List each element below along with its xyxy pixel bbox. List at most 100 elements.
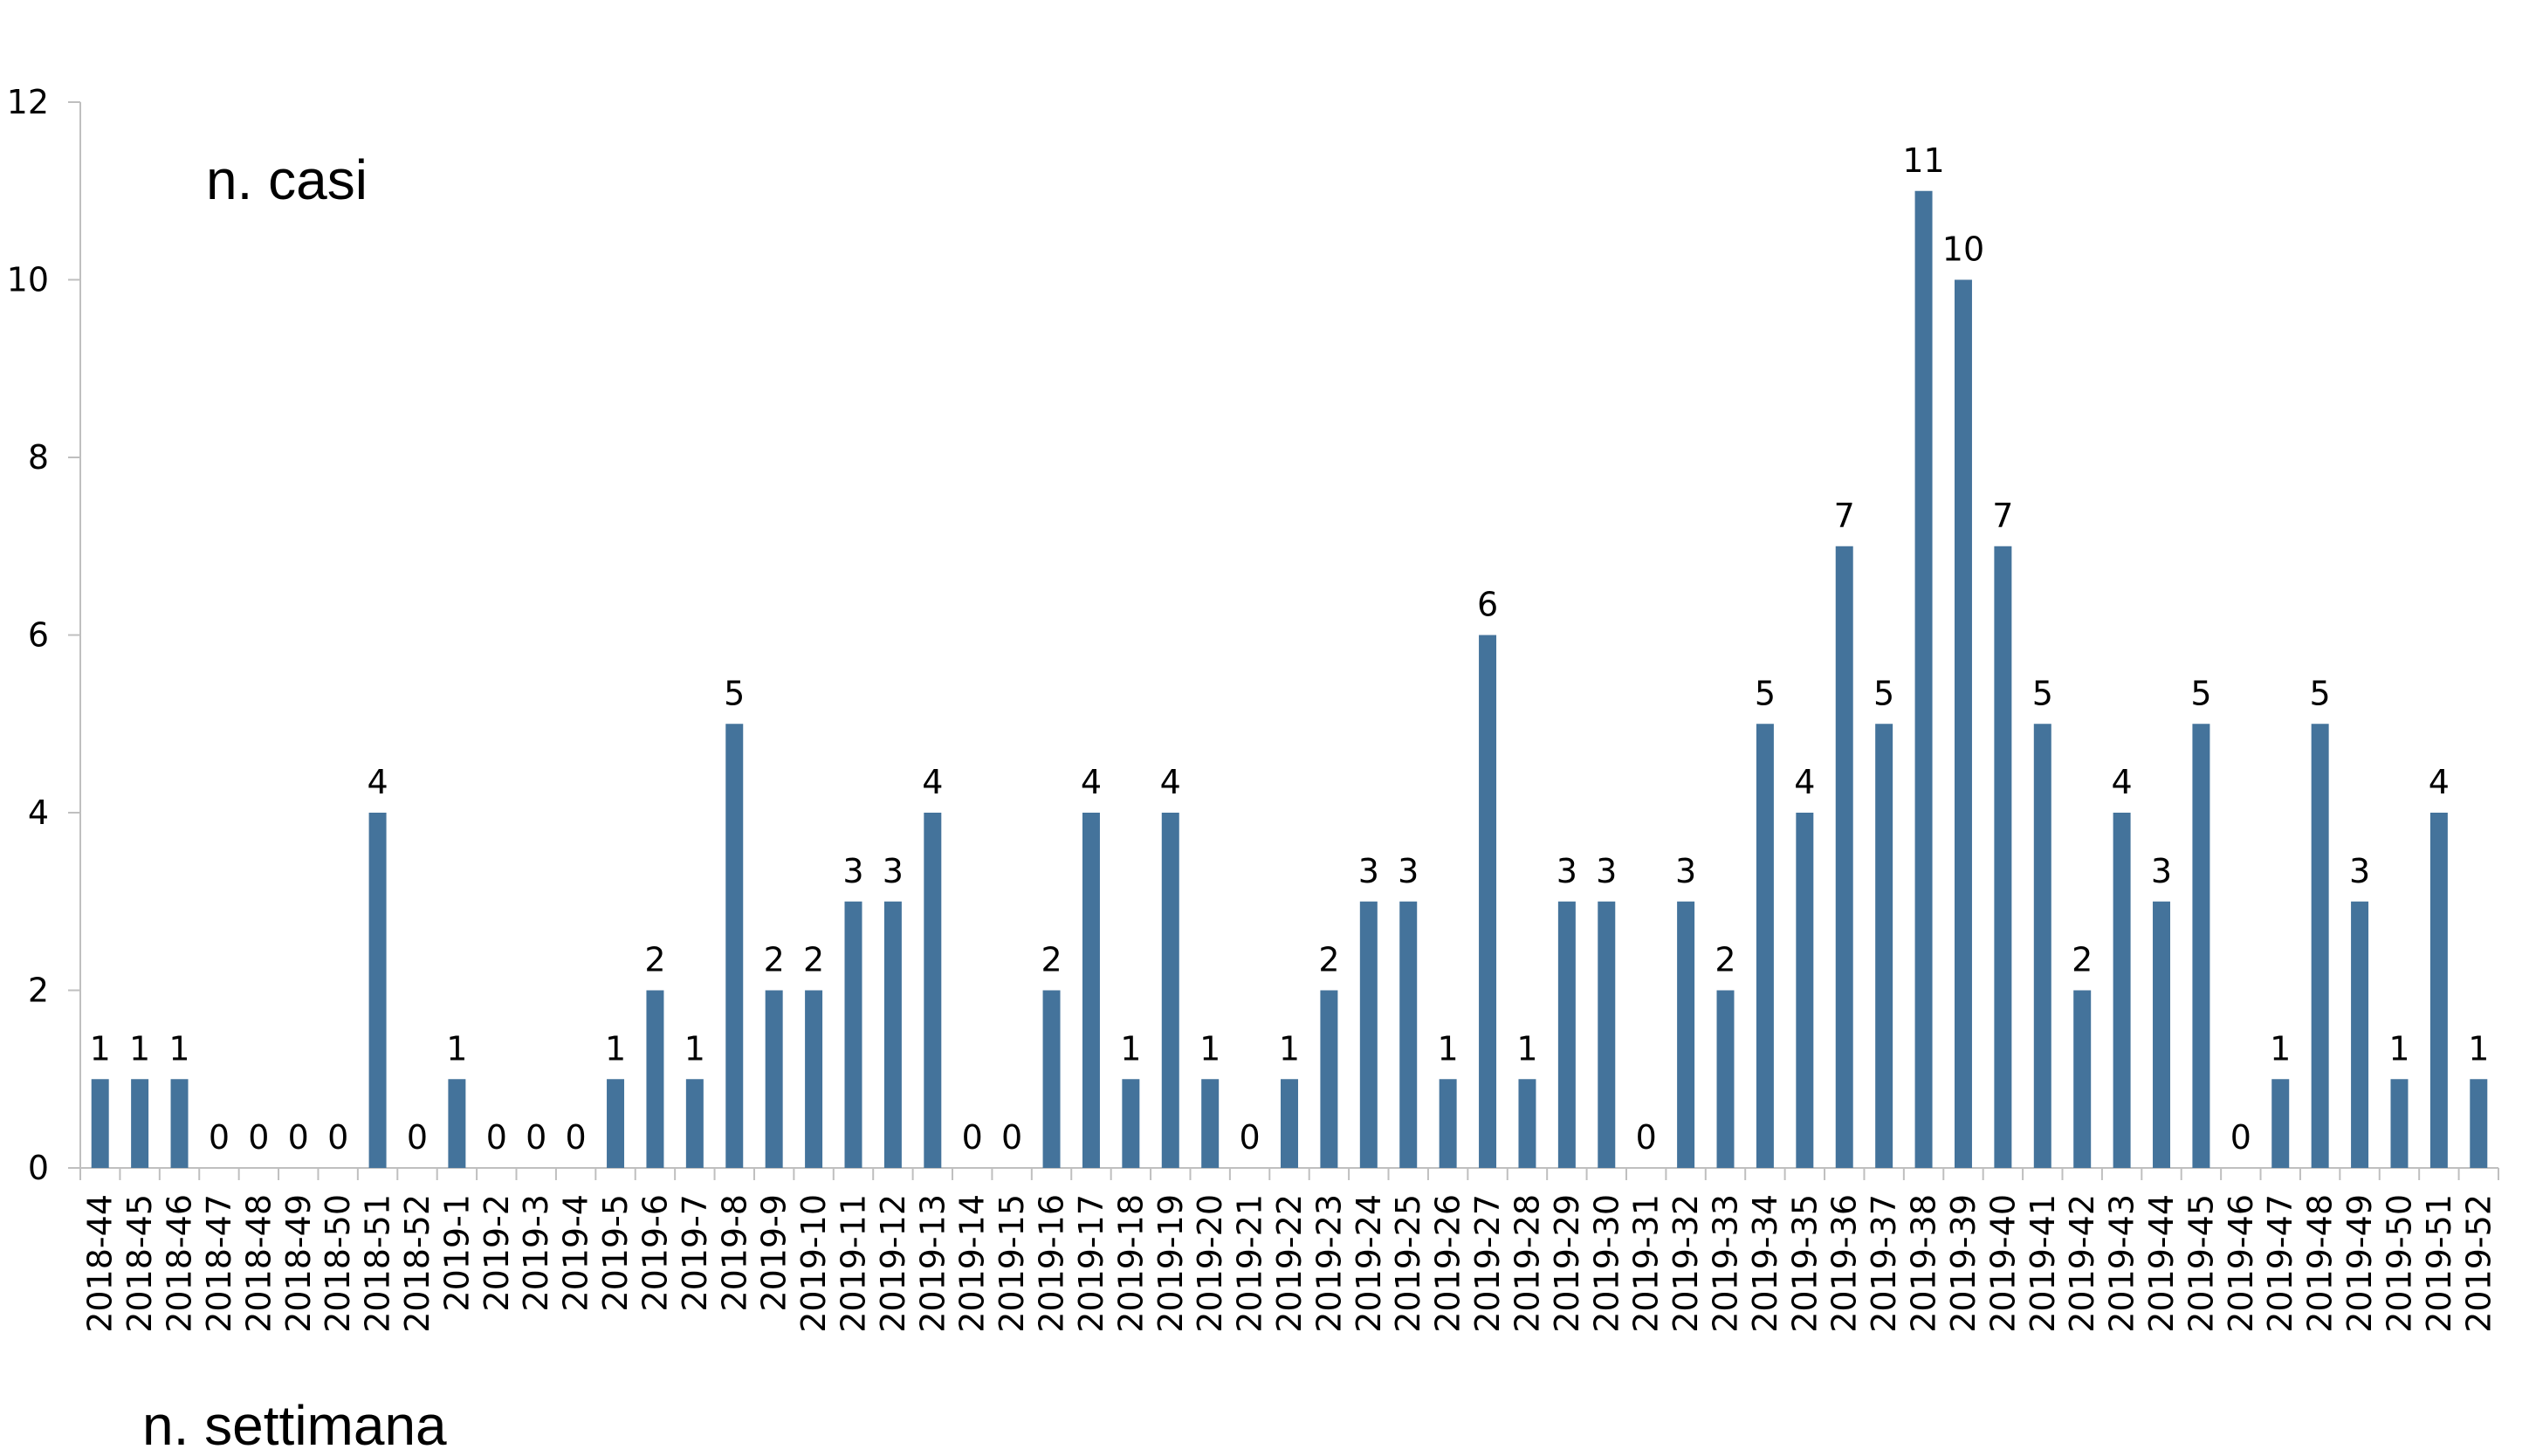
data-label: 1 xyxy=(1516,1029,1537,1068)
bar xyxy=(448,1079,466,1168)
data-label: 3 xyxy=(1675,852,1696,890)
data-label: 3 xyxy=(1398,852,1419,890)
bar xyxy=(1677,901,1695,1168)
bar xyxy=(1320,990,1338,1168)
bar xyxy=(1875,724,1893,1168)
x-tick-label: 2019-47 xyxy=(2261,1194,2299,1333)
bar xyxy=(1796,813,1814,1168)
data-label: 0 xyxy=(1239,1118,1260,1157)
x-tick-label: 2019-15 xyxy=(993,1194,1031,1333)
data-label: 7 xyxy=(1992,497,2013,535)
bar xyxy=(91,1079,109,1168)
data-label: 1 xyxy=(129,1029,150,1068)
y-tick-label: 10 xyxy=(7,261,49,299)
y-tick-label: 12 xyxy=(7,83,49,121)
x-tick-label: 2019-52 xyxy=(2459,1194,2498,1333)
x-tick-label: 2019-5 xyxy=(596,1194,635,1312)
x-tick-label: 2019-14 xyxy=(953,1194,992,1333)
bar xyxy=(607,1079,625,1168)
data-label: 0 xyxy=(1636,1118,1657,1157)
data-label: 7 xyxy=(1834,497,1855,535)
data-label: 3 xyxy=(2349,852,2370,890)
bar xyxy=(1716,990,1735,1168)
x-tick-label: 2019-38 xyxy=(1905,1194,1943,1333)
x-tick-label: 2018-52 xyxy=(398,1194,436,1333)
bar xyxy=(1756,724,1774,1168)
data-label: 0 xyxy=(327,1118,348,1157)
bar xyxy=(2470,1079,2488,1168)
data-label: 2 xyxy=(1318,941,1339,979)
x-tick-label: 2019-44 xyxy=(2142,1194,2181,1333)
data-label: 0 xyxy=(248,1118,269,1157)
x-tick-label: 2019-12 xyxy=(874,1194,912,1333)
bar xyxy=(685,1079,704,1168)
x-tick-label: 2019-40 xyxy=(1983,1194,2022,1333)
x-tick-label: 2019-16 xyxy=(1033,1194,1071,1333)
x-tick-label: 2019-35 xyxy=(1785,1194,1824,1333)
bar xyxy=(2311,724,2329,1168)
bar xyxy=(1359,901,1378,1168)
bar xyxy=(1518,1079,1536,1168)
data-label: 10 xyxy=(1942,230,1984,269)
data-label: 0 xyxy=(962,1118,983,1157)
bar xyxy=(1835,546,1853,1168)
data-label: 4 xyxy=(1160,763,1181,801)
data-label: 1 xyxy=(1120,1029,1141,1068)
data-label: 1 xyxy=(168,1029,189,1068)
data-label: 5 xyxy=(2032,674,2053,712)
data-label: 1 xyxy=(684,1029,705,1068)
bar xyxy=(2429,813,2448,1168)
x-tick-label: 2019-24 xyxy=(1350,1194,1388,1333)
data-label: 5 xyxy=(724,674,745,712)
x-tick-label: 2019-49 xyxy=(2340,1194,2379,1333)
x-tick-label: 2018-48 xyxy=(239,1194,278,1333)
bar xyxy=(1598,901,1616,1168)
data-label: 2 xyxy=(764,941,785,979)
data-label: 4 xyxy=(2112,763,2133,801)
bar xyxy=(1399,901,1418,1168)
x-tick-label: 2019-25 xyxy=(1389,1194,1427,1333)
x-tick-label: 2019-9 xyxy=(755,1194,794,1312)
data-label: 1 xyxy=(446,1029,467,1068)
bar xyxy=(1201,1079,1220,1168)
bar xyxy=(646,990,664,1168)
y-tick-label: 8 xyxy=(28,438,49,477)
x-tick-label: 2019-45 xyxy=(2182,1194,2220,1333)
bar xyxy=(2073,990,2092,1168)
data-label: 1 xyxy=(605,1029,626,1068)
data-label: 0 xyxy=(526,1118,546,1157)
bar xyxy=(1439,1079,1457,1168)
x-tick-label: 2019-4 xyxy=(557,1194,595,1312)
x-axis-title: n. settimana xyxy=(142,1394,447,1452)
bar xyxy=(883,901,902,1168)
x-tick-label: 2019-17 xyxy=(1072,1194,1110,1333)
x-tick-label: 2018-44 xyxy=(81,1194,120,1333)
x-tick-label: 2019-48 xyxy=(2301,1194,2340,1333)
data-label: 5 xyxy=(1755,674,1776,712)
bar xyxy=(1122,1079,1140,1168)
data-label: 1 xyxy=(90,1029,111,1068)
bar xyxy=(725,724,744,1168)
bar xyxy=(2271,1079,2290,1168)
y-tick-label: 6 xyxy=(28,616,49,655)
x-tick-label: 2019-28 xyxy=(1508,1194,1546,1333)
x-tick-label: 2019-6 xyxy=(636,1194,674,1312)
data-label: 2 xyxy=(2072,941,2093,979)
bar xyxy=(1082,813,1100,1168)
data-label: 0 xyxy=(407,1118,428,1157)
bar xyxy=(1914,190,1933,1168)
x-tick-label: 2019-11 xyxy=(834,1194,872,1333)
bar xyxy=(2153,901,2171,1168)
data-label: 3 xyxy=(883,852,904,890)
data-label: 0 xyxy=(566,1118,587,1157)
x-tick-label: 2018-51 xyxy=(359,1194,397,1333)
bar xyxy=(1994,546,2012,1168)
data-label: 1 xyxy=(2270,1029,2291,1068)
x-tick-label: 2019-39 xyxy=(1944,1194,1983,1333)
bar xyxy=(131,1079,149,1168)
data-label: 11 xyxy=(1902,141,1944,180)
x-tick-label: 2019-22 xyxy=(1270,1194,1309,1333)
bar xyxy=(1479,635,1497,1168)
data-label: 6 xyxy=(1477,586,1498,624)
x-tick-label: 2019-27 xyxy=(1468,1194,1507,1333)
